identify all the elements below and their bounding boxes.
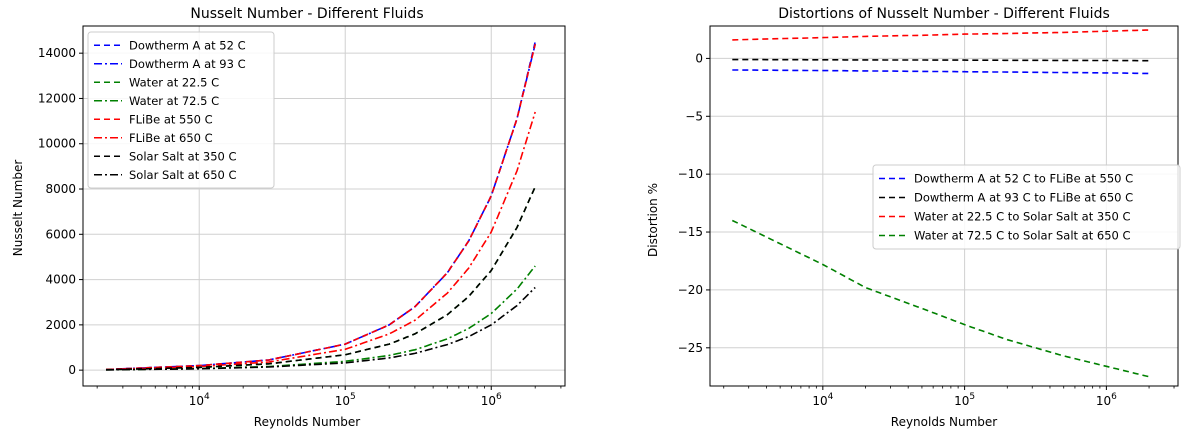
series-line <box>105 186 536 371</box>
nusselt-chart: Nusselt Number - Different Fluids Reynol… <box>11 6 566 429</box>
x-tick-label: 106 <box>1096 392 1117 408</box>
y-tick-label: 6000 <box>45 227 76 241</box>
chart-title: Nusselt Number - Different Fluids <box>190 6 423 22</box>
legend-box <box>872 164 1181 250</box>
x-tick-label: 105 <box>335 392 356 408</box>
legend-label: Water at 22.5 C to Solar Salt at 350 C <box>914 210 1131 224</box>
legend-label: Water at 72.5 C <box>129 94 219 108</box>
series-line <box>732 29 1150 41</box>
axis-ticks: 104 105 106 0 −5 −10 −15 −20 −25 <box>678 51 1175 408</box>
legend-box <box>87 31 275 189</box>
series-line <box>105 265 536 371</box>
series-line <box>732 58 1150 62</box>
series-line <box>105 43 536 371</box>
y-tick-label: −15 <box>678 225 703 239</box>
y-axis-label: Nusselt Number <box>11 160 25 257</box>
axis-ticks: 104 105 106 0 2000 4000 6000 8000 10000 12000 1400… <box>38 46 562 408</box>
series-lines <box>731 29 1150 378</box>
x-axis-label: Reynolds Number <box>254 415 361 429</box>
legend-label: Water at 22.5 C <box>129 75 219 89</box>
legend-label: Solar Salt at 350 C <box>129 149 237 163</box>
x-tick-label: 105 <box>954 392 975 408</box>
x-axis-label: Reynolds Number <box>891 415 998 429</box>
series-line <box>105 111 536 371</box>
y-tick-label: −5 <box>685 109 703 123</box>
series-line <box>732 69 1150 75</box>
legend-label: Water at 72.5 C to Solar Salt at 650 C <box>914 229 1131 243</box>
y-tick-label: −25 <box>678 341 703 355</box>
distortion-chart: Distortions of Nusselt Number - Differen… <box>646 6 1181 429</box>
x-tick-label: 104 <box>812 392 833 408</box>
series-lines <box>105 41 536 371</box>
plot-frame <box>82 25 566 387</box>
y-tick-label: −20 <box>678 283 703 297</box>
legend: Dowtherm A at 52 C to FLiBe at 550 C Dowt… <box>872 164 1181 250</box>
legend: Dowtherm A at 52 C Dowtherm A at 93 C Wate… <box>87 31 275 189</box>
y-tick-label: 10000 <box>38 137 76 151</box>
series-line <box>105 186 536 371</box>
legend-label: FLiBe at 550 C <box>129 112 213 126</box>
legend-label: Dowtherm A at 52 C to FLiBe at 550 C <box>914 172 1133 186</box>
legend-label: Dowtherm A at 93 C <box>129 57 246 71</box>
y-tick-label: 4000 <box>45 273 76 287</box>
y-tick-label: 2000 <box>45 318 76 332</box>
x-tick-label: 106 <box>481 392 502 408</box>
y-tick-label: 0 <box>695 51 703 65</box>
series-line <box>731 219 1150 378</box>
legend-label: Dowtherm A at 93 C to FLiBe at 650 C <box>914 191 1133 205</box>
x-tick-label: 104 <box>189 392 210 408</box>
y-tick-label: 12000 <box>38 91 76 105</box>
y-tick-label: 14000 <box>38 46 76 60</box>
grid <box>710 26 1178 386</box>
series-line <box>105 286 536 371</box>
y-tick-label: −10 <box>678 167 703 181</box>
y-tick-label: 0 <box>68 363 76 377</box>
legend-label: Dowtherm A at 52 C <box>129 38 246 52</box>
legend-label: Solar Salt at 650 C <box>129 168 237 182</box>
legend-label: FLiBe at 650 C <box>129 131 213 145</box>
y-tick-label: 8000 <box>45 182 76 196</box>
y-axis-label: Distortion % <box>646 183 660 257</box>
chart-title: Distortions of Nusselt Number - Differen… <box>778 6 1110 22</box>
